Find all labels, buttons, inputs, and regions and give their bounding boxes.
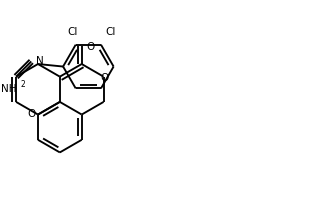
Text: N: N <box>36 55 44 66</box>
Text: NH: NH <box>1 84 16 94</box>
Text: Cl: Cl <box>67 27 78 37</box>
Text: 2: 2 <box>21 80 26 89</box>
Text: O: O <box>28 109 36 119</box>
Text: O: O <box>87 42 95 52</box>
Text: O: O <box>100 73 109 83</box>
Text: Cl: Cl <box>106 27 116 37</box>
